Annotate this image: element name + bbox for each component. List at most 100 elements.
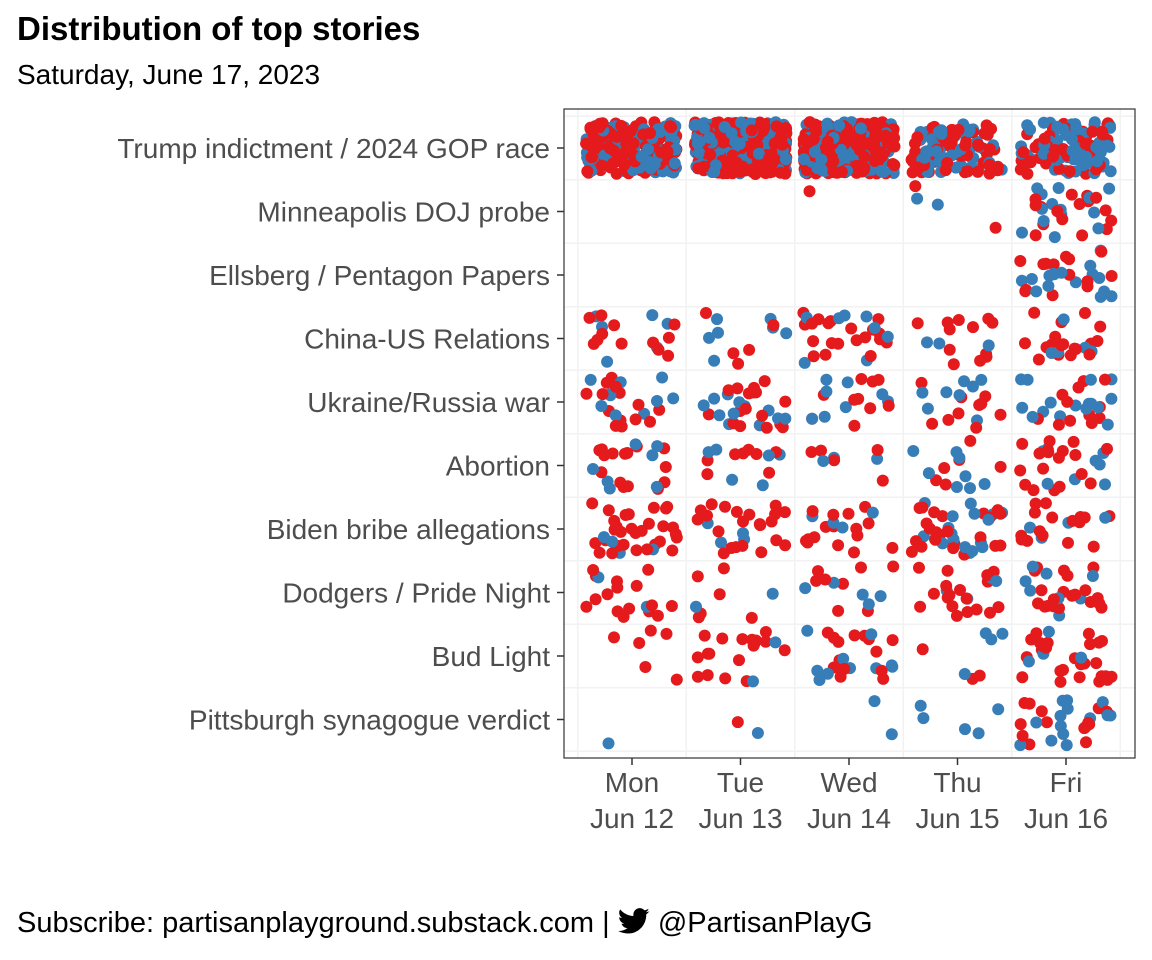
data-point [947,542,960,555]
data-point [750,448,763,460]
x-axis: Mon Jun 12 Tue Jun 13 Wed Jun 14 Thu Jun 15 Fri J… [590,758,1108,834]
data-point [644,624,657,637]
data-point [660,627,673,640]
data-point [1065,188,1078,201]
data-point [911,192,924,205]
data-point [651,395,663,407]
data-point [717,562,730,575]
data-point [1035,705,1048,718]
data-point [593,546,606,559]
data-point [651,609,664,622]
data-point [848,419,861,432]
data-point [639,661,652,673]
data-point [1017,162,1030,174]
data-point [989,221,1002,234]
data-point [1080,736,1092,749]
data-point [635,524,648,537]
data-point [915,376,928,389]
data-point [708,392,721,405]
data-point [619,447,631,460]
data-point [1024,521,1036,534]
data-point [864,350,877,362]
data-point [1098,285,1111,298]
data-point [779,539,792,552]
data-point [881,330,894,343]
data-point [1035,584,1048,597]
data-point [1093,675,1106,688]
data-point [778,506,791,519]
data-point [1032,353,1045,366]
data-point [737,447,750,460]
data-point [756,479,769,492]
data-point [964,434,977,447]
data-point [842,130,855,142]
data-point [813,674,826,686]
data-point [990,575,1003,587]
data-point [739,402,752,415]
x-tick-label-date: Jun 16 [1024,803,1108,834]
data-point [1069,152,1082,165]
data-point [595,400,608,412]
data-point [984,606,996,619]
data-point [958,375,970,388]
data-point [667,392,680,405]
data-point [832,312,845,325]
data-point [981,128,994,141]
data-point [666,544,679,557]
data-point [953,389,966,402]
data-point [1062,536,1074,549]
data-point [838,662,851,675]
data-point [668,157,681,170]
data-point [646,599,658,612]
data-point [611,581,624,594]
data-point [1052,418,1065,431]
data-point [1055,266,1068,279]
data-point [586,497,599,510]
data-point [985,633,998,646]
data-point [601,588,614,601]
data-point [756,409,769,422]
data-point [776,138,789,151]
data-point [644,415,656,428]
data-point [983,143,996,155]
data-point [820,385,833,398]
data-point [978,478,991,490]
data-point [938,462,951,474]
data-point [1075,468,1088,480]
data-point [853,144,866,156]
data-point [916,501,929,514]
data-point [1068,342,1081,355]
data-point [1087,561,1100,574]
data-point [602,504,615,517]
data-point [1014,739,1027,752]
data-point [801,624,814,637]
x-tick-label-date: Jun 13 [698,803,782,834]
caption-handle: @PartisanPlayG [657,907,873,939]
data-point [646,309,659,322]
data-point [862,517,875,530]
y-tick-label: Dodgers / Pride Night [282,578,550,609]
data-point [1089,454,1102,467]
chart-subtitle: Saturday, June 17, 2023 [17,59,321,90]
data-point [662,331,675,344]
data-point [992,703,1005,716]
data-point [603,482,616,495]
data-point [875,664,888,677]
data-point [702,408,715,421]
data-point [1082,627,1095,640]
data-point [1057,728,1070,740]
data-point [700,307,712,319]
data-point [866,506,879,519]
data-point [1027,484,1040,497]
data-point [927,587,940,600]
data-point [911,317,924,330]
data-point [595,443,608,456]
data-point [750,386,762,399]
data-point [705,498,718,511]
data-point [815,444,827,457]
data-point [1036,529,1049,542]
data-point [600,376,613,389]
data-point [1024,123,1037,136]
data-point [760,421,773,434]
data-point [713,409,726,422]
